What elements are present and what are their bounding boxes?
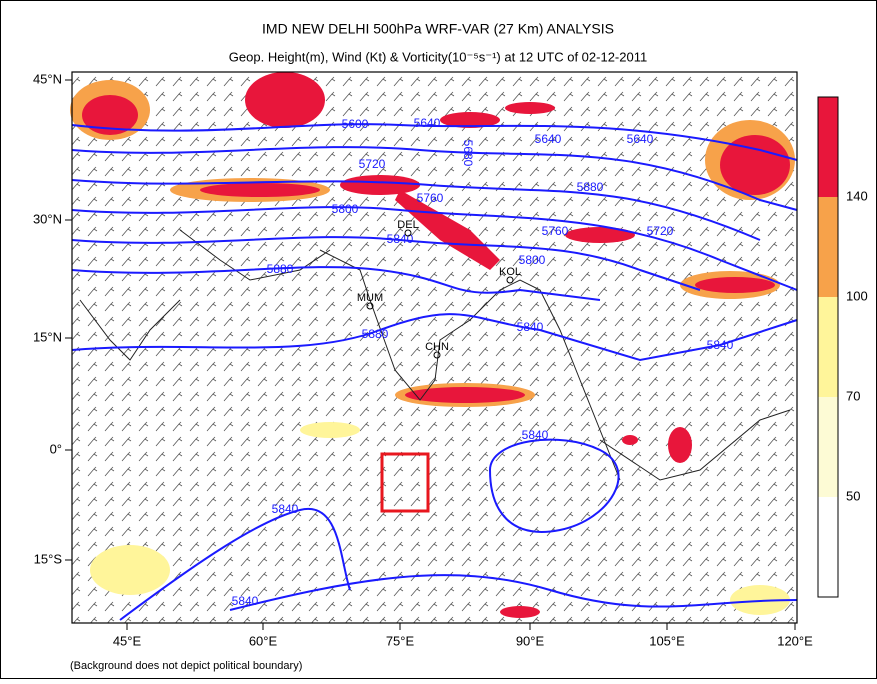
city-marker [433,351,441,359]
contour-label: 5720 [359,157,386,171]
contour-labels: 5600 5640 5640 5640 5680 5720 5760 5800 5840 5880… [232,116,734,608]
vorticity-shading [70,72,795,618]
lat-label: 15°S [34,551,63,566]
lon-label: 105°E [649,633,685,648]
contour-label: 5800 [332,202,359,216]
map-area: 5600 5640 5640 5640 5680 5720 5760 5800 5840 5880… [70,71,798,624]
title: IMD NEW DELHI 500hPa WRF-VAR (27 Km) ANA… [262,21,614,37]
contour-label: 5760 [417,191,444,205]
contour-label: 5800 [519,253,546,267]
contour-label: 5880 [362,327,389,341]
contour-label: 5680 [461,140,475,167]
coastlines [79,229,791,481]
city-marker [404,229,412,237]
contour-label: 5840 [272,502,299,516]
contour-label: 5880 [577,180,604,194]
lat-label: 15°N [33,329,62,344]
contour-label: 5880 [267,262,294,276]
lon-label: 60°E [249,633,278,648]
highlight-box [380,452,430,513]
city-label: MUM [357,292,383,304]
contour-label: 5840 [522,428,549,442]
colorbar-label: 50 [846,488,860,503]
lat-label: 45°N [33,71,62,86]
city-marker [366,302,374,310]
contour-label: 5640 [535,132,562,146]
city-label: KOL [499,266,521,278]
height-contours [71,123,798,621]
contour-label: 5640 [627,132,654,146]
contour-label: 5840 [387,232,414,246]
contour-label: 5840 [232,594,259,608]
colorbar-label: 100 [846,288,868,303]
cities: DEL KOL MUM CHN [357,219,521,359]
map-border [71,71,798,624]
lon-label: 75°E [386,633,415,648]
contour-label: 5760 [542,224,569,238]
contour-label: 5600 [342,117,369,131]
footnote: (Background does not depict political bo… [70,660,302,672]
lat-label: 30°N [33,211,62,226]
city-label: DEL [397,219,418,231]
lat-label: 0° [50,441,62,456]
lon-label: 120°E [777,633,813,648]
lon-label: 90°E [516,633,545,648]
colorbar-label: 70 [846,388,860,403]
colorbar: 140 100 70 50 [817,96,868,598]
subtitle: Geop. Height(m), Wind (Kt) & Vorticity(1… [229,49,647,64]
city-marker [506,276,514,284]
contour-label: 5720 [647,224,674,238]
contour-label: 5640 [414,116,441,130]
lon-label: 45°E [113,633,142,648]
contour-label: 5840 [517,320,544,334]
contour-label: 5840 [707,338,734,352]
colorbar-label: 140 [846,188,868,203]
axes: 45°N 30°N 15°N 0° 15°S 45°E 60°E 75°E 90°E 105°E 1… [33,71,813,648]
city-label: CHN [425,341,449,353]
